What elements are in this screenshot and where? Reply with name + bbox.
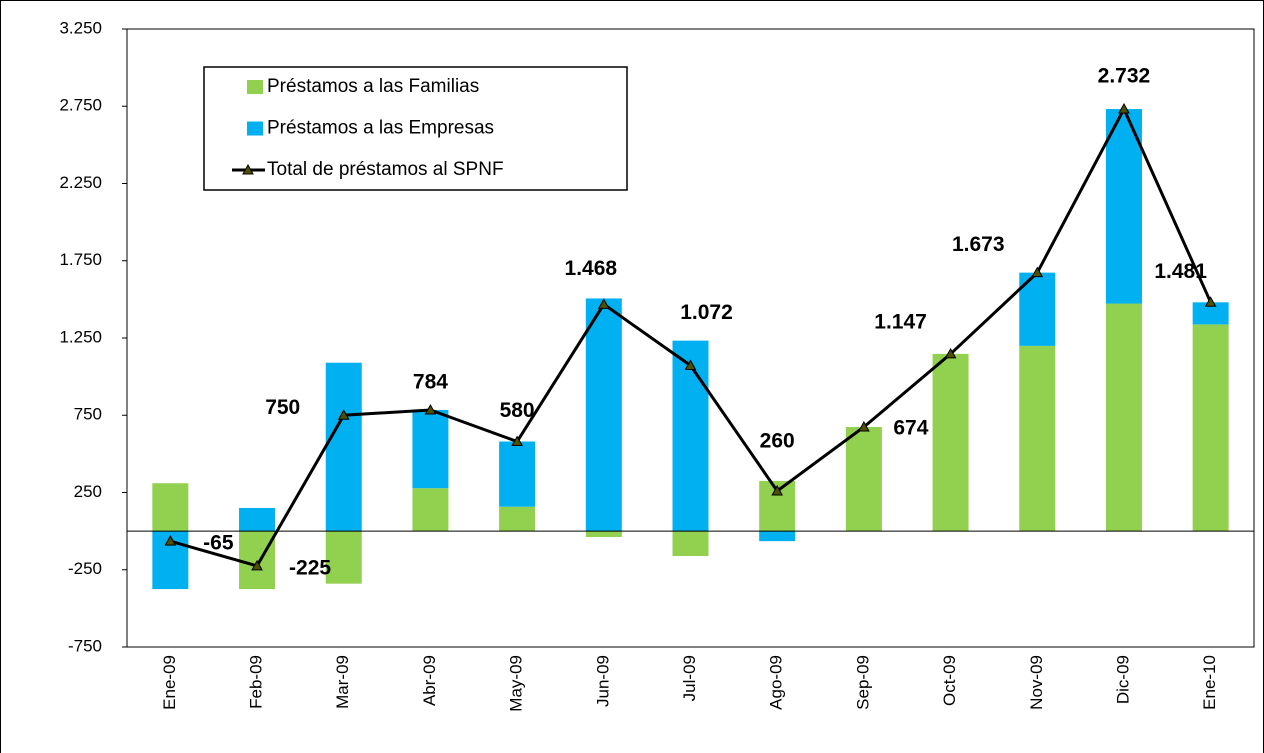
line-marker	[1118, 103, 1130, 114]
bar	[412, 488, 449, 532]
bar	[499, 441, 536, 507]
x-tick-label: Jul-09	[680, 655, 699, 701]
line-marker	[424, 403, 437, 415]
line-marker	[1031, 266, 1044, 278]
legend-swatch	[247, 80, 263, 94]
line-marker	[337, 409, 350, 420]
legend-swatch	[247, 121, 263, 136]
line-marker	[511, 435, 523, 447]
line-marker	[771, 484, 784, 496]
bar	[585, 298, 622, 532]
bar	[1105, 109, 1142, 304]
data-label: -225	[289, 556, 331, 579]
bar	[412, 409, 449, 489]
bar	[932, 353, 969, 532]
x-tick-label: Oct-09	[940, 655, 959, 706]
y-tick-label: 2.750	[59, 96, 102, 115]
x-tick-label: Dic-09	[1113, 655, 1132, 704]
x-tick-label: Jun-09	[593, 655, 612, 707]
data-label: -65	[203, 532, 234, 555]
x-tick-label: Sep-09	[853, 655, 872, 710]
legend-box	[203, 66, 628, 191]
y-tick-label: -250	[68, 559, 102, 578]
y-tick-label: 750	[74, 405, 102, 424]
bar	[585, 531, 622, 537]
data-label: 1.468	[565, 257, 618, 280]
x-tick-label: Nov-09	[1027, 655, 1046, 710]
x-tick-label: Ene-09	[160, 655, 179, 710]
y-tick-label: 3.250	[59, 18, 102, 37]
data-label: 1.072	[680, 301, 733, 324]
y-tick-label: 2.250	[59, 173, 102, 192]
data-label: 1.147	[874, 310, 927, 333]
legend: Préstamos a las Familias Préstamos a las …	[232, 76, 504, 180]
data-label: 1.481	[1154, 260, 1207, 283]
bar	[845, 426, 882, 532]
x-tick-label: Abr-09	[420, 655, 439, 706]
bar	[759, 531, 796, 542]
data-label: 2.732	[1098, 65, 1151, 88]
y-tick-label: -750	[68, 636, 102, 655]
y-tick-label: 1.750	[59, 250, 102, 269]
bar	[1192, 302, 1229, 325]
line-marker	[1204, 296, 1217, 307]
x-tick-label: Mar-09	[333, 655, 352, 709]
legend-label: Préstamos a las Empresas	[267, 118, 494, 139]
line-marker	[597, 298, 610, 309]
data-label: 1.673	[952, 233, 1005, 256]
data-label: 750	[265, 396, 300, 419]
line-marker	[251, 559, 263, 571]
bar	[152, 483, 189, 532]
bar	[1105, 303, 1142, 532]
data-label: 260	[760, 430, 795, 453]
line-marker	[164, 535, 177, 546]
bar	[1019, 345, 1056, 532]
bar	[1192, 324, 1229, 532]
bar	[499, 506, 536, 532]
bar	[325, 362, 362, 532]
y-tick-label: 1.250	[59, 327, 102, 346]
line-marker	[684, 359, 697, 371]
x-tick-label: Ago-09	[767, 655, 786, 710]
legend-label: Total de préstamos al SPNF	[267, 159, 504, 180]
x-tick-label: Ene-10	[1200, 655, 1219, 710]
line-marker	[858, 420, 870, 432]
bar	[672, 531, 709, 556]
bar	[239, 507, 276, 532]
y-tick-label: 250	[74, 482, 102, 501]
legend-marker	[242, 163, 254, 175]
data-label: 580	[500, 399, 535, 422]
legend-label: Préstamos a las Familias	[267, 76, 479, 97]
bar	[672, 340, 709, 532]
data-label: 674	[893, 417, 928, 440]
line-marker	[944, 347, 957, 359]
data-label: 784	[413, 371, 448, 394]
x-tick-label: May-09	[507, 655, 526, 712]
x-tick-label: Feb-09	[247, 655, 266, 709]
bar	[325, 531, 362, 584]
